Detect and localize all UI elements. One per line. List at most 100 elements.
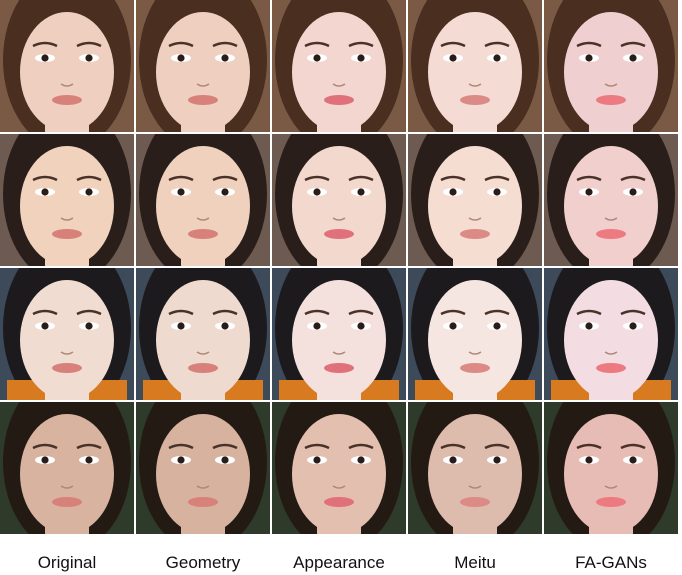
pupil	[357, 188, 365, 196]
pupil	[41, 54, 49, 62]
lips	[460, 497, 490, 507]
pupil	[313, 322, 321, 330]
pupil	[357, 322, 365, 330]
eyebrow	[304, 309, 330, 316]
face	[20, 12, 114, 132]
face-image	[136, 0, 270, 132]
nose	[604, 217, 618, 221]
pupil	[177, 322, 185, 330]
pupil	[41, 322, 49, 330]
nose	[468, 83, 482, 87]
eyebrow	[168, 309, 194, 316]
eyebrow	[484, 175, 510, 182]
face	[292, 280, 386, 400]
pupil	[41, 188, 49, 196]
pupil	[493, 456, 501, 464]
eyebrow	[212, 41, 238, 48]
pupil	[629, 54, 637, 62]
pupil	[585, 456, 593, 464]
eyebrow	[76, 175, 102, 182]
nose	[60, 217, 74, 221]
pupil	[221, 54, 229, 62]
lips	[188, 95, 218, 105]
pupil	[357, 456, 365, 464]
pupil	[629, 322, 637, 330]
pupil	[449, 456, 457, 464]
face-image	[544, 268, 678, 400]
face	[428, 280, 522, 400]
eyebrow	[348, 175, 374, 182]
face-image	[408, 0, 542, 132]
eyebrow	[212, 443, 238, 450]
eyebrow	[576, 309, 602, 316]
nose	[60, 351, 74, 355]
lips	[460, 229, 490, 239]
pupil	[585, 322, 593, 330]
face-image	[544, 0, 678, 132]
face	[156, 280, 250, 400]
pupil	[493, 188, 501, 196]
pupil	[493, 54, 501, 62]
eyebrow	[576, 443, 602, 450]
lips	[596, 497, 626, 507]
face-image	[0, 134, 134, 266]
face-image	[0, 268, 134, 400]
pupil	[177, 54, 185, 62]
lips	[596, 363, 626, 373]
nose	[604, 351, 618, 355]
pupil	[449, 54, 457, 62]
eyebrow	[76, 309, 102, 316]
eyebrow	[620, 175, 646, 182]
pupil	[177, 188, 185, 196]
eyebrow	[440, 175, 466, 182]
eyebrow	[484, 41, 510, 48]
pupil	[221, 322, 229, 330]
pupil	[313, 456, 321, 464]
face	[564, 414, 658, 534]
face-image	[272, 268, 406, 400]
face-image	[272, 0, 406, 132]
face	[428, 414, 522, 534]
pupil	[85, 54, 93, 62]
nose	[332, 83, 346, 87]
pupil	[313, 188, 321, 196]
face-image	[544, 134, 678, 266]
nose	[604, 83, 618, 87]
pupil	[177, 456, 185, 464]
eyebrow	[348, 309, 374, 316]
face	[20, 146, 114, 266]
lips	[324, 363, 354, 373]
nose	[468, 351, 482, 355]
eyebrow	[440, 443, 466, 450]
eyebrow	[484, 443, 510, 450]
face	[156, 12, 250, 132]
face	[156, 414, 250, 534]
lips	[460, 95, 490, 105]
lips	[596, 229, 626, 239]
face-image	[0, 0, 134, 132]
eyebrow	[620, 309, 646, 316]
lips	[460, 363, 490, 373]
face-image	[408, 402, 542, 534]
eyebrow	[304, 443, 330, 450]
face-image	[408, 268, 542, 400]
eyebrow	[304, 175, 330, 182]
face	[428, 146, 522, 266]
lips	[52, 229, 82, 239]
nose	[332, 485, 346, 489]
eyebrow	[576, 175, 602, 182]
pupil	[449, 322, 457, 330]
face	[428, 12, 522, 132]
pupil	[85, 188, 93, 196]
eyebrow	[168, 443, 194, 450]
lips	[596, 95, 626, 105]
face-image	[136, 402, 270, 534]
pupil	[585, 54, 593, 62]
lips	[324, 95, 354, 105]
face	[156, 146, 250, 266]
eyebrow	[32, 175, 58, 182]
eyebrow	[348, 41, 374, 48]
lips	[52, 497, 82, 507]
lips	[52, 95, 82, 105]
pupil	[221, 456, 229, 464]
